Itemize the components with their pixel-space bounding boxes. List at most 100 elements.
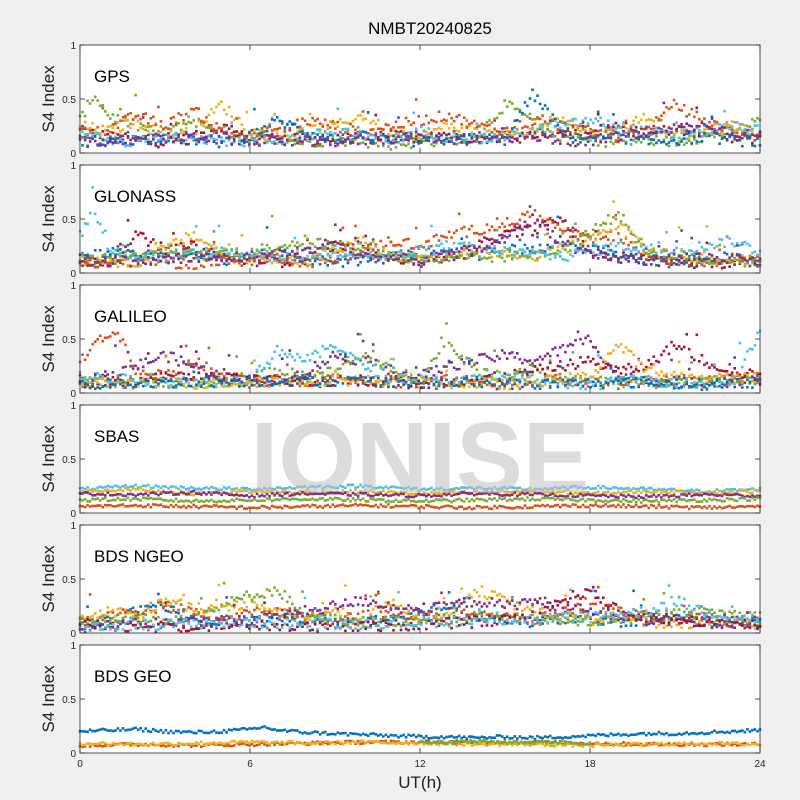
- data-point: [286, 363, 289, 366]
- data-point: [240, 255, 244, 258]
- data-point: [710, 254, 714, 257]
- data-point: [377, 118, 380, 122]
- data-point: [672, 262, 676, 265]
- data-point: [134, 93, 137, 97]
- data-point: [543, 252, 547, 255]
- data-point: [182, 249, 185, 253]
- data-point: [134, 265, 137, 268]
- data-point: [131, 379, 135, 383]
- data-point: [253, 256, 256, 260]
- data-point: [617, 225, 620, 229]
- data-point: [741, 137, 744, 140]
- data-point: [693, 266, 696, 269]
- data-point: [364, 247, 367, 250]
- data-point: [536, 232, 539, 235]
- data-point: [531, 364, 534, 368]
- data-point: [248, 143, 251, 146]
- data-point: [179, 238, 183, 242]
- data-point: [167, 384, 170, 388]
- data-point: [293, 139, 297, 142]
- data-point: [200, 366, 203, 369]
- data-point: [250, 247, 254, 251]
- data-point: [505, 136, 509, 140]
- data-point: [546, 218, 549, 221]
- data-point: [346, 137, 350, 141]
- data-point: [735, 242, 739, 245]
- data-point: [258, 375, 261, 378]
- data-point: [397, 257, 400, 260]
- data-point: [642, 134, 645, 138]
- data-point: [624, 142, 628, 145]
- data-point: [743, 258, 747, 262]
- data-point: [286, 261, 289, 265]
- data-point: [382, 128, 385, 131]
- data-point: [260, 127, 264, 130]
- data-point: [584, 239, 587, 243]
- data-point: [460, 358, 463, 361]
- data-point: [468, 133, 471, 136]
- data-point: [741, 260, 744, 263]
- data-point: [670, 358, 673, 362]
- data-point: [710, 124, 714, 128]
- data-point: [301, 243, 304, 246]
- data-point: [735, 244, 739, 247]
- data-point: [571, 254, 575, 258]
- data-point: [546, 367, 549, 371]
- data-point: [243, 144, 246, 148]
- data-point: [298, 127, 302, 131]
- data-point: [452, 366, 456, 369]
- data-point: [505, 357, 509, 360]
- data-point: [417, 260, 420, 264]
- data-point: [222, 377, 226, 380]
- data-point: [243, 257, 246, 260]
- data-point: [541, 128, 544, 132]
- data-point: [551, 117, 554, 121]
- data-point: [637, 240, 640, 243]
- data-point: [528, 112, 532, 116]
- data-point: [359, 242, 362, 246]
- data-point: [420, 245, 423, 248]
- data-point: [109, 256, 112, 260]
- data-point: [703, 264, 706, 268]
- data-point: [743, 133, 747, 136]
- data-point: [536, 219, 539, 222]
- data-point: [470, 224, 474, 228]
- data-point: [607, 238, 610, 241]
- data-point: [303, 234, 307, 238]
- data-point: [468, 362, 471, 365]
- data-point: [192, 231, 196, 234]
- data-point: [468, 244, 471, 248]
- data-point: [478, 255, 481, 258]
- data-point: [255, 248, 259, 252]
- data-point: [685, 141, 688, 145]
- data-point: [364, 241, 367, 244]
- data-point: [536, 94, 539, 97]
- data-point: [460, 250, 463, 254]
- data-point: [351, 253, 355, 257]
- data-point: [437, 381, 441, 385]
- data-point: [513, 356, 517, 359]
- data-point: [488, 123, 491, 127]
- data-point: [179, 261, 183, 264]
- data-point: [119, 134, 122, 137]
- data-point: [182, 122, 185, 125]
- data-point: [288, 135, 292, 139]
- data-point: [445, 250, 448, 253]
- data-point: [200, 123, 203, 126]
- data-point: [455, 143, 458, 146]
- data-point: [404, 116, 408, 120]
- data-point: [485, 355, 489, 358]
- data-point: [250, 263, 254, 267]
- data-point: [503, 127, 506, 130]
- data-point: [543, 250, 547, 253]
- data-point: [169, 374, 173, 377]
- data-point: [83, 126, 87, 130]
- data-point: [164, 381, 168, 384]
- data-point: [478, 353, 481, 357]
- data-point: [500, 249, 504, 253]
- data-point: [725, 132, 729, 136]
- data-point: [288, 261, 292, 265]
- data-point: [169, 122, 173, 126]
- data-point: [556, 252, 560, 256]
- data-point: [109, 378, 112, 382]
